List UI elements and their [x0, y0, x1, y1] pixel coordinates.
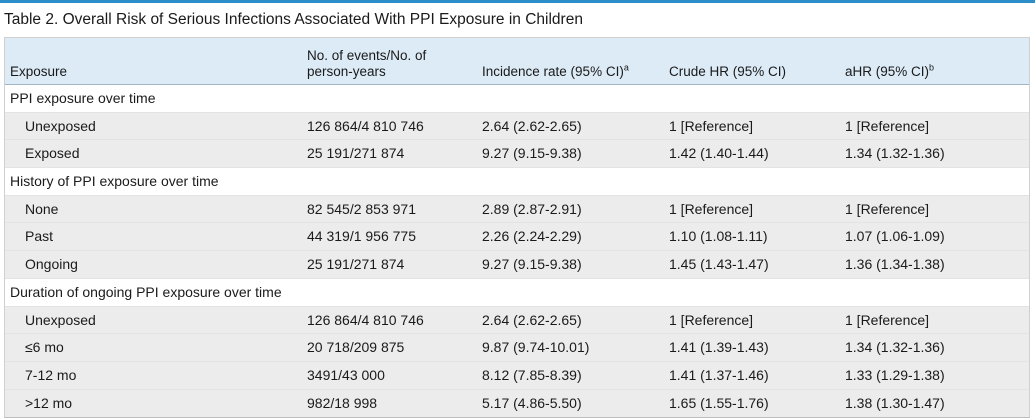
table-row: Unexposed 126 864/4 810 746 2.64 (2.62-2…: [5, 112, 1029, 141]
header-incidence-footnote: a: [623, 62, 629, 73]
cell-events: 82 545/2 853 971: [307, 200, 416, 217]
cell-events: 25 191/271 874: [307, 145, 405, 162]
cell-incidence: 9.27 (9.15-9.38): [482, 145, 582, 162]
group-label: History of PPI exposure over time: [10, 173, 219, 190]
cell-exposure: ≤6 mo: [25, 339, 64, 356]
cell-ahr: 1 [Reference]: [845, 311, 930, 328]
cell-ahr: 1.38 (1.30-1.47): [845, 394, 945, 411]
header-incidence-label: Incidence rate (95% CI): [482, 64, 624, 79]
cell-incidence: 9.87 (9.74-10.01): [482, 339, 590, 356]
cell-exposure: >12 mo: [25, 394, 73, 411]
header-incidence: Incidence rate (95% CI)a: [482, 62, 629, 80]
header-events-line2: person-years: [307, 64, 386, 79]
cell-events: 44 319/1 956 775: [307, 228, 416, 245]
cell-exposure: Unexposed: [25, 117, 96, 134]
cell-exposure: Past: [25, 228, 54, 245]
group-row: PPI exposure over time: [5, 85, 1029, 113]
table-title: Table 2. Overall Risk of Serious Infecti…: [4, 11, 583, 28]
cell-crude-hr: 1 [Reference]: [669, 117, 754, 134]
cell-crude-hr: 1.42 (1.40-1.44): [669, 145, 769, 162]
table-header: Exposure No. of events/No. of person-yea…: [5, 38, 1029, 85]
table-row: Exposed 25 191/271 874 9.27 (9.15-9.38) …: [5, 140, 1029, 169]
cell-events: 20 718/209 875: [307, 339, 405, 356]
group-label: PPI exposure over time: [10, 90, 156, 106]
cell-events: 25 191/271 874: [307, 256, 405, 273]
cell-events: 3491/43 000: [307, 366, 385, 383]
header-events-line1: No. of events/No. of: [307, 48, 427, 63]
cell-crude-hr: 1.45 (1.43-1.47): [669, 256, 769, 273]
header-crude-hr: Crude HR (95% CI): [669, 64, 787, 79]
cell-ahr: 1 [Reference]: [845, 117, 930, 134]
cell-events: 126 864/4 810 746: [307, 117, 424, 134]
cell-incidence: 2.64 (2.62-2.65): [482, 117, 582, 134]
cell-events: 982/18 998: [307, 394, 378, 411]
cell-crude-hr: 1 [Reference]: [669, 200, 754, 217]
cell-ahr: 1.07 (1.06-1.09): [845, 228, 945, 245]
header-events: No. of events/No. of person-years: [307, 48, 426, 80]
cell-exposure: None: [25, 200, 59, 217]
table-row: 7-12 mo 3491/43 000 8.12 (7.85-8.39) 1.4…: [5, 361, 1029, 390]
table-row: >12 mo 982/18 998 5.17 (4.86-5.50) 1.65 …: [5, 389, 1029, 418]
cell-crude-hr: 1.41 (1.37-1.46): [669, 366, 769, 383]
group-row: Duration of ongoing PPI exposure over ti…: [5, 278, 1029, 307]
cell-ahr: 1.34 (1.32-1.36): [845, 145, 945, 162]
header-ahr-label: aHR (95% CI): [845, 64, 930, 79]
cell-crude-hr: 1.10 (1.08-1.11): [669, 228, 768, 245]
cell-incidence: 2.64 (2.62-2.65): [482, 311, 582, 328]
cell-crude-hr: 1.65 (1.55-1.76): [669, 394, 769, 411]
table-row: ≤6 mo 20 718/209 875 9.87 (9.74-10.01) 1…: [5, 334, 1029, 362]
cell-exposure: Exposed: [25, 145, 80, 162]
top-accent-rule: [0, 0, 1035, 3]
cell-incidence: 5.17 (4.86-5.50): [482, 394, 582, 411]
cell-crude-hr: 1 [Reference]: [669, 311, 754, 328]
cell-ahr: 1.36 (1.34-1.38): [845, 256, 945, 273]
table-row: None 82 545/2 853 971 2.89 (2.87-2.91) 1…: [5, 195, 1029, 224]
cell-incidence: 8.12 (7.85-8.39): [482, 366, 582, 383]
table-row: Past 44 319/1 956 775 2.26 (2.24-2.29) 1…: [5, 223, 1029, 252]
header-exposure: Exposure: [10, 64, 68, 79]
cell-exposure: 7-12 mo: [25, 366, 77, 383]
data-table: Exposure No. of events/No. of person-yea…: [4, 37, 1030, 419]
cell-events: 126 864/4 810 746: [307, 311, 424, 328]
cell-incidence: 2.26 (2.24-2.29): [482, 228, 582, 245]
cell-exposure: Unexposed: [25, 311, 96, 328]
cell-incidence: 2.89 (2.87-2.91): [482, 200, 582, 217]
table-row: Ongoing 25 191/271 874 9.27 (9.15-9.38) …: [5, 251, 1029, 279]
cell-ahr: 1.33 (1.29-1.38): [845, 366, 945, 383]
cell-exposure: Ongoing: [25, 256, 78, 273]
cell-incidence: 9.27 (9.15-9.38): [482, 256, 582, 273]
header-ahr-footnote: b: [929, 62, 935, 73]
cell-ahr: 1.34 (1.32-1.36): [845, 339, 945, 356]
header-ahr: aHR (95% CI)b: [845, 62, 935, 80]
cell-crude-hr: 1.41 (1.39-1.43): [669, 339, 769, 356]
group-label: Duration of ongoing PPI exposure over ti…: [10, 283, 282, 300]
table-row: Unexposed 126 864/4 810 746 2.64 (2.62-2…: [5, 306, 1029, 335]
group-row: History of PPI exposure over time: [5, 168, 1029, 196]
cell-ahr: 1 [Reference]: [845, 200, 930, 217]
